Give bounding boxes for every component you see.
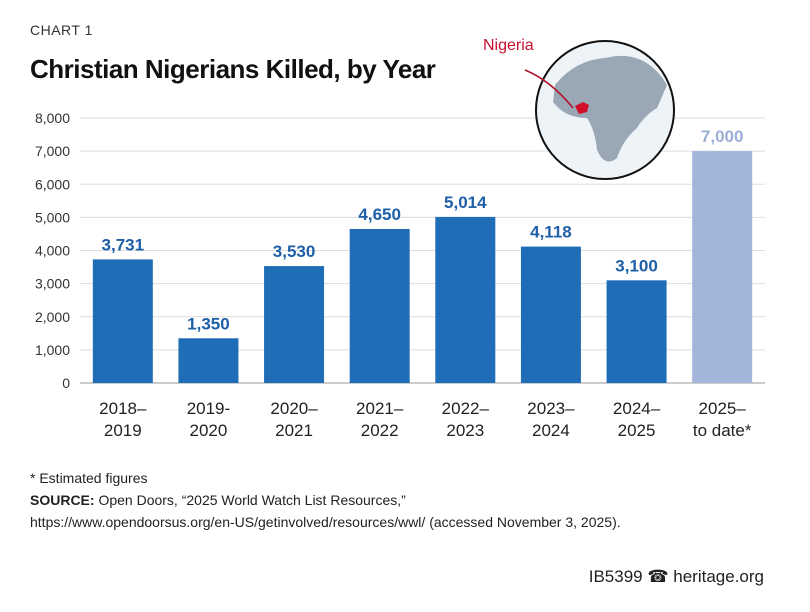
bar xyxy=(92,259,153,383)
x-tick-label: 2024 xyxy=(532,421,570,440)
continent-africa-europe-icon xyxy=(553,55,667,162)
site-name: heritage.org xyxy=(673,567,764,586)
chart-kicker: CHART 1 xyxy=(30,22,93,38)
y-tick-label: 7,000 xyxy=(35,143,70,159)
x-tick-label: 2025 xyxy=(618,421,656,440)
source-text: Open Doors, “2025 World Watch List Resou… xyxy=(94,492,406,508)
x-tick-label: 2019 xyxy=(104,421,142,440)
x-tick-label: 2022 xyxy=(361,421,399,440)
x-tick-label: 2020– xyxy=(270,399,318,418)
y-tick-label: 3,000 xyxy=(35,276,70,292)
bar xyxy=(435,216,496,383)
data-label: 5,014 xyxy=(444,193,487,212)
bar xyxy=(178,338,239,383)
source-label: SOURCE: xyxy=(30,492,95,508)
credit: IB5399 ☎ heritage.org xyxy=(589,567,764,587)
y-tick-label: 0 xyxy=(62,375,70,391)
x-tick-label: 2019- xyxy=(187,399,230,418)
x-tick-label: 2023– xyxy=(527,399,575,418)
data-label: 3,731 xyxy=(102,235,145,254)
data-label: 3,530 xyxy=(273,242,316,261)
nigeria-highlight xyxy=(575,102,589,114)
map-label: Nigeria xyxy=(483,37,534,54)
x-tick-label: 2022– xyxy=(442,399,490,418)
y-tick-label: 4,000 xyxy=(35,243,70,259)
x-tick-label: 2023 xyxy=(446,421,484,440)
source-url: https://www.opendoorsus.org/en-US/getinv… xyxy=(30,514,621,530)
y-tick-label: 5,000 xyxy=(35,209,70,225)
x-tick-label: to date* xyxy=(693,421,752,440)
data-label: 4,118 xyxy=(530,223,572,242)
chart-title: Christian Nigerians Killed, by Year xyxy=(30,54,436,84)
data-label: 4,650 xyxy=(358,205,401,224)
y-tick-label: 2,000 xyxy=(35,309,70,325)
data-label: 1,350 xyxy=(187,314,230,333)
bar xyxy=(520,246,581,383)
x-tick-label: 2018– xyxy=(99,399,147,418)
y-tick-label: 8,000 xyxy=(35,110,70,126)
bar xyxy=(264,266,325,383)
y-tick-label: 6,000 xyxy=(35,176,70,192)
bar-chart: 0 1,000 2,000 3,000 4,000 5,000 6,000 7,000 8,00… xyxy=(35,37,765,440)
data-label: 7,000 xyxy=(701,127,744,146)
x-tick-label: 2021 xyxy=(275,421,313,440)
x-tick-label: 2020 xyxy=(190,421,228,440)
y-tick-label: 1,000 xyxy=(35,342,70,358)
bar xyxy=(692,151,753,383)
data-label: 3,100 xyxy=(615,256,658,275)
bell-icon: ☎ xyxy=(647,567,669,586)
x-tick-label: 2024– xyxy=(613,399,661,418)
report-code: IB5399 xyxy=(588,567,643,586)
x-tick-label: 2025– xyxy=(699,399,747,418)
source-line: SOURCE: Open Doors, “2025 World Watch Li… xyxy=(30,492,406,508)
pointer-arrow xyxy=(524,69,574,109)
x-tick-label: 2021– xyxy=(356,399,404,418)
bar xyxy=(349,228,410,383)
footnote: * Estimated figures xyxy=(30,470,148,486)
bar xyxy=(606,280,667,383)
